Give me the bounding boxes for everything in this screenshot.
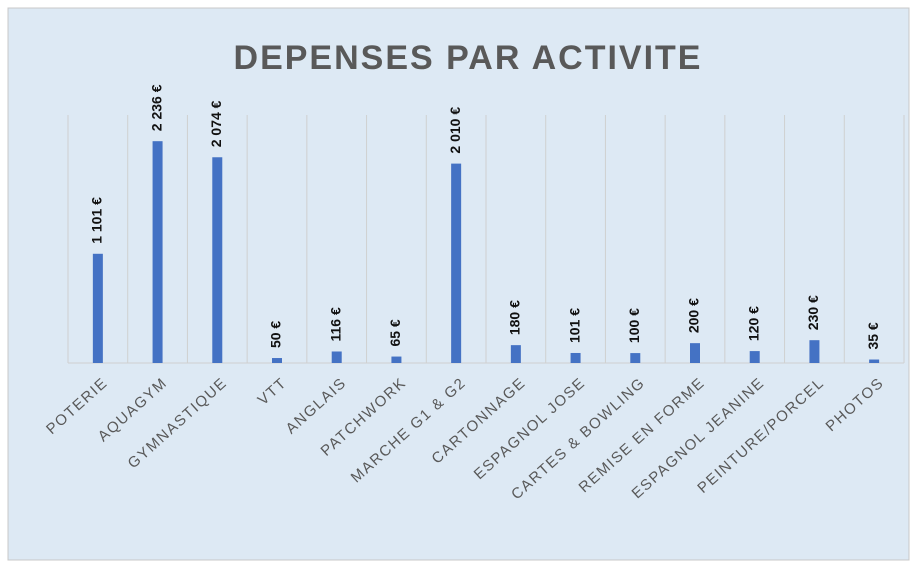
value-label: 200 €: [686, 298, 702, 333]
value-label: 100 €: [626, 308, 642, 343]
bar: [570, 352, 581, 363]
value-label: 230 €: [805, 295, 821, 330]
value-label: 65 €: [387, 319, 403, 346]
value-label: 101 €: [566, 308, 582, 343]
value-label: 35 €: [865, 322, 881, 349]
bar: [152, 141, 163, 363]
chart-title: DEPENSES PAR ACTIVITE: [234, 39, 703, 77]
value-label: 116 €: [327, 307, 343, 341]
value-label: 2 010 €: [447, 107, 463, 154]
value-label: 1 101 €: [89, 197, 105, 244]
bar: [212, 157, 223, 363]
bar: [510, 345, 521, 363]
bar: [630, 353, 641, 363]
bar: [690, 343, 700, 363]
bar: [272, 358, 282, 363]
value-label: 180 €: [507, 300, 523, 335]
bar: [391, 356, 402, 363]
bar: [331, 351, 342, 363]
value-label: 50 €: [268, 321, 284, 348]
bar: [92, 253, 103, 363]
bar: [749, 351, 760, 363]
value-label: 2 236 €: [148, 84, 164, 131]
value-label: 2 074 €: [208, 100, 224, 147]
value-label: 120 €: [745, 306, 761, 341]
bar: [451, 163, 462, 363]
bar: [809, 340, 820, 363]
bar: [869, 359, 880, 363]
